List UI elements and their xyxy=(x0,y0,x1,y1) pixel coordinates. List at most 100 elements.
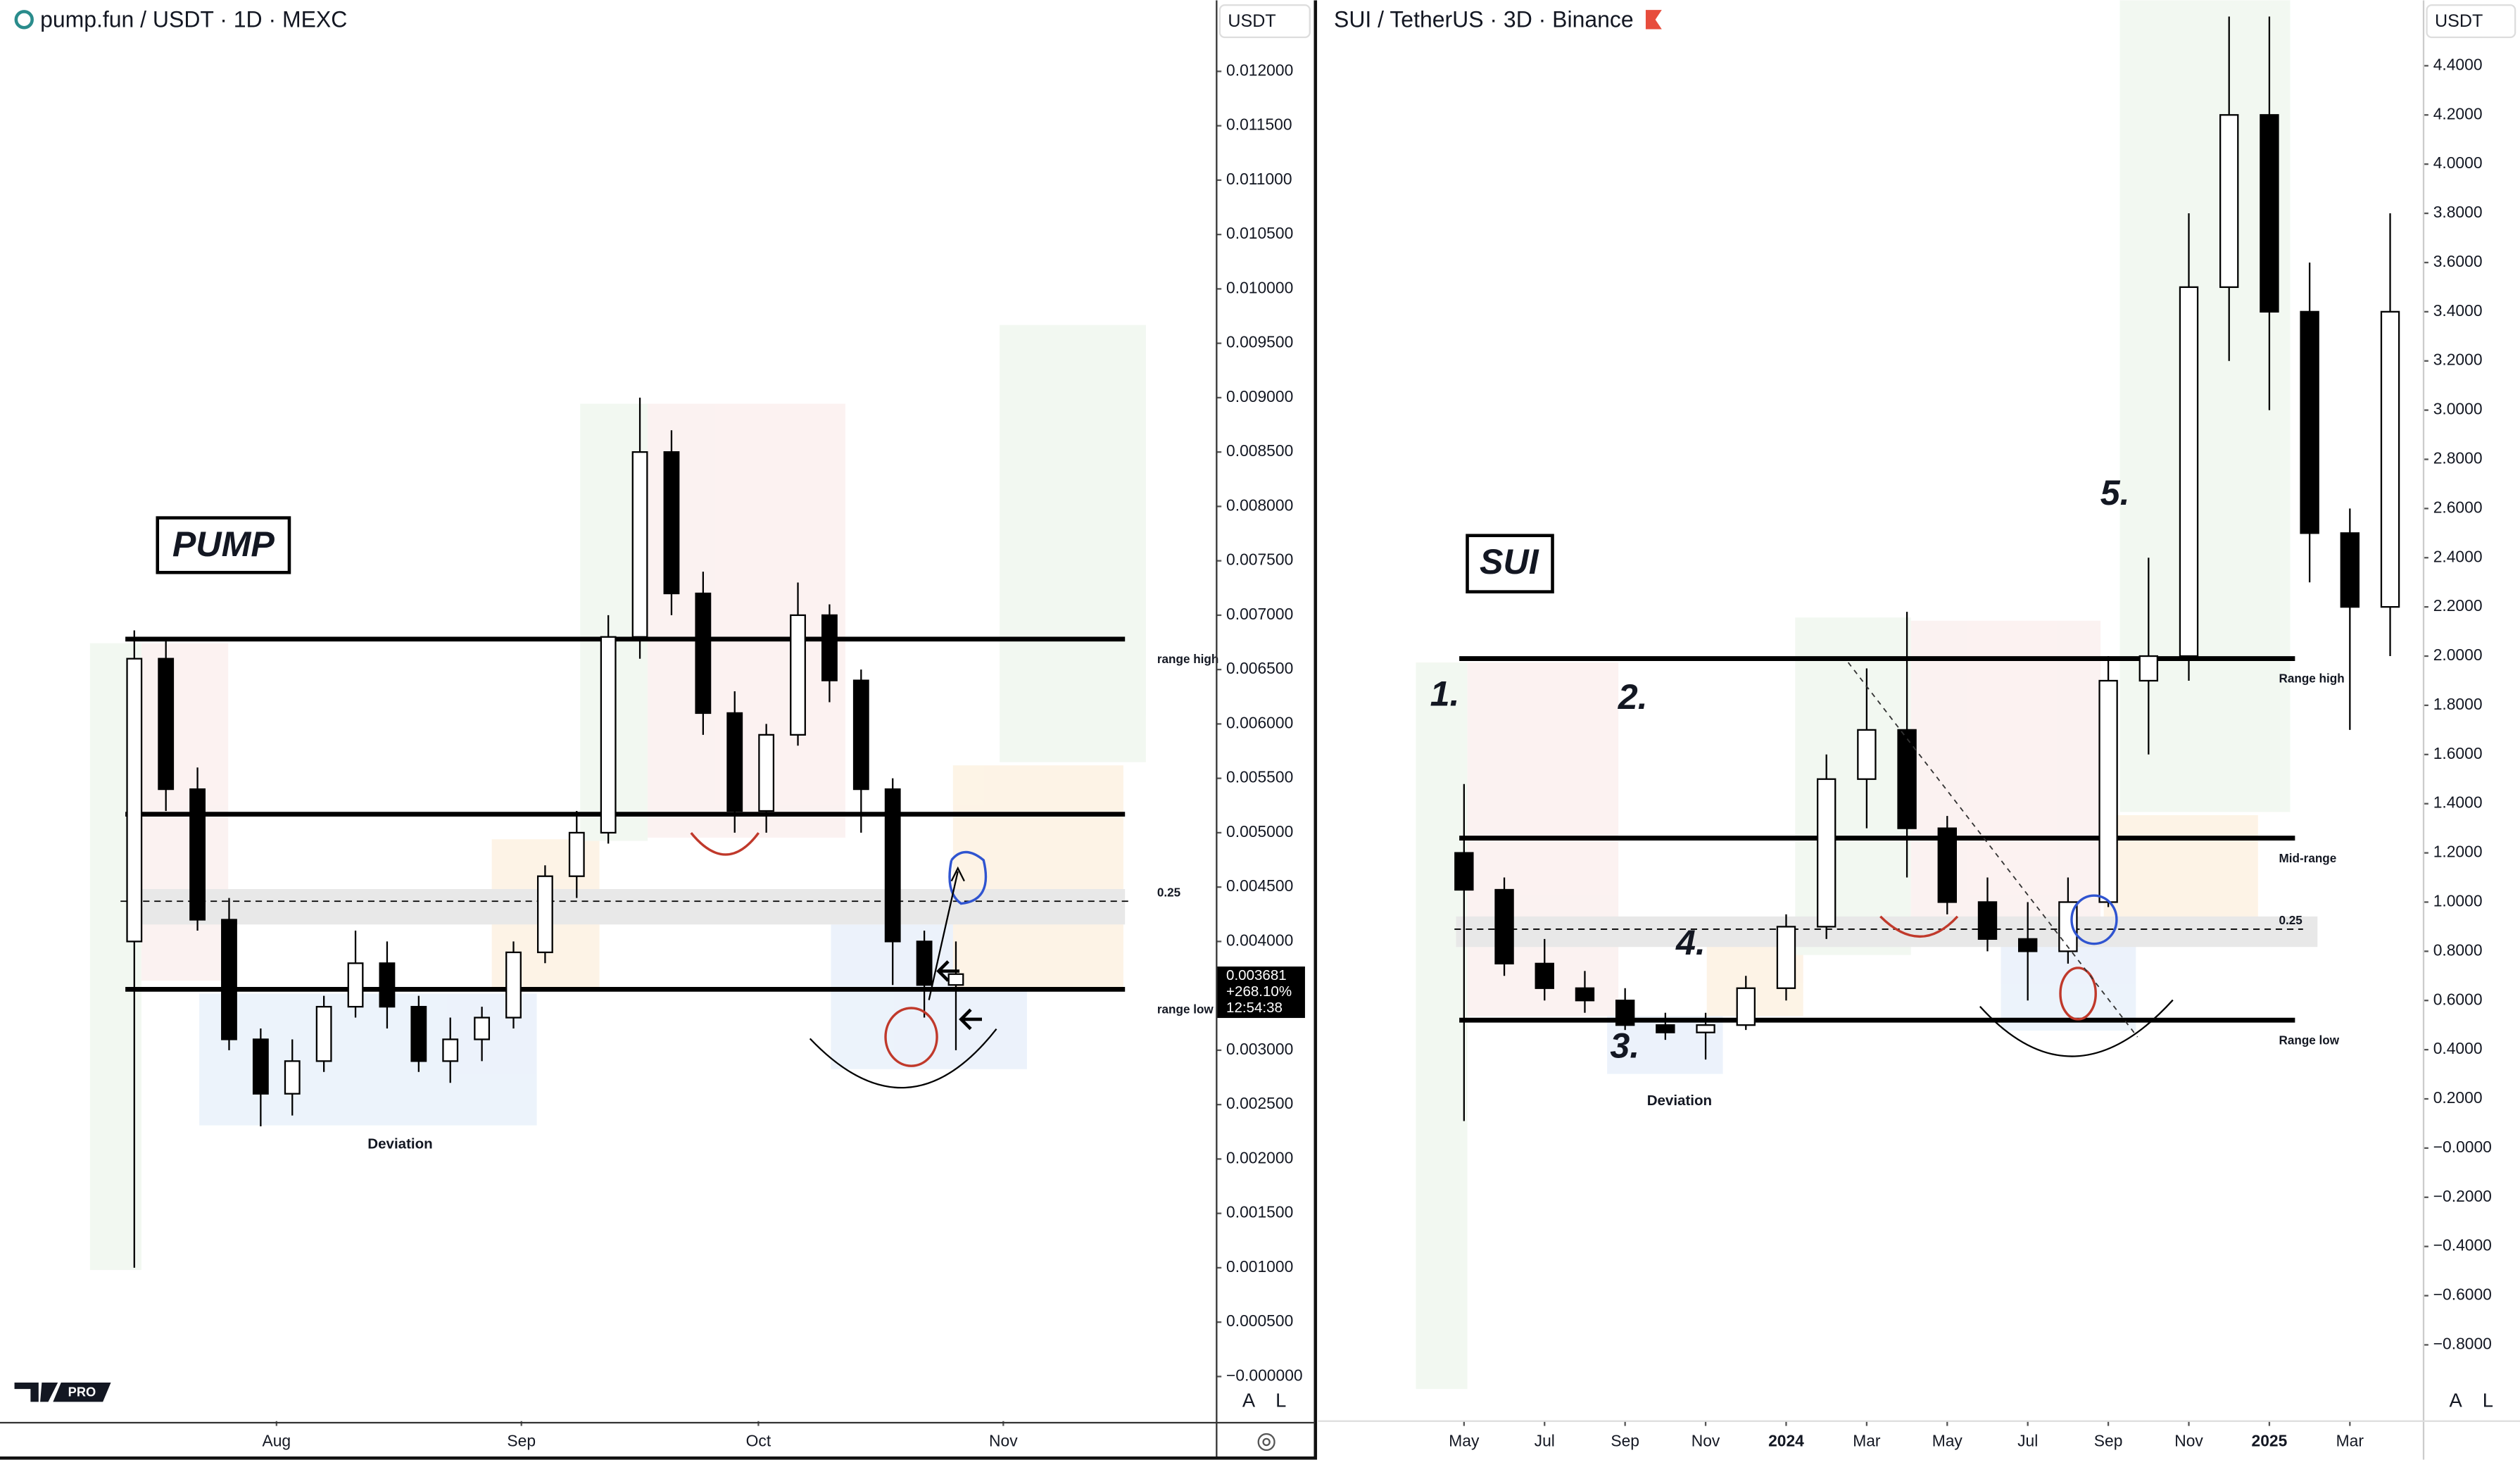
drawing xyxy=(2070,894,2118,945)
y-tick-label: 0.011000 xyxy=(1226,170,1292,188)
candle-body xyxy=(221,919,237,1040)
currency-select[interactable] xyxy=(1218,4,1311,39)
candle-body xyxy=(505,951,522,1019)
candle-body xyxy=(1696,1024,1715,1033)
scale-button[interactable]: L xyxy=(2483,1390,2493,1411)
y-tick-label: 0.007500 xyxy=(1226,550,1293,569)
candle-body xyxy=(758,734,775,812)
logo-mark xyxy=(14,1382,58,1402)
candle-body xyxy=(189,788,206,921)
candle-body xyxy=(884,788,901,943)
y-tick-label: 0.012000 xyxy=(1226,61,1293,79)
y-tick-label: 2.8000 xyxy=(2433,449,2483,467)
candle-body xyxy=(1494,888,1514,964)
level-label: 0.25 xyxy=(1157,886,1181,899)
zone xyxy=(2103,815,2258,921)
candle-body xyxy=(126,657,143,943)
candle-body xyxy=(1736,987,1756,1026)
annotation: Deviation xyxy=(367,1135,432,1152)
zone xyxy=(134,889,1126,925)
candle-body xyxy=(410,1005,427,1062)
y-tick-label: 0.010000 xyxy=(1226,278,1293,296)
zone xyxy=(1000,325,1146,762)
candle-body xyxy=(631,451,648,638)
x-tick-label: 2025 xyxy=(2252,1431,2288,1449)
candle-body xyxy=(1937,827,1957,903)
x-tick-label: Jul xyxy=(2017,1431,2038,1449)
zone xyxy=(1795,617,1911,955)
y-tick-label: 0.002000 xyxy=(1226,1148,1293,1166)
y-tick-label: 0.009500 xyxy=(1226,333,1293,351)
annotation: 3. xyxy=(1610,1026,1639,1065)
x-tick-label: May xyxy=(1449,1431,1480,1449)
symbol-icon xyxy=(14,10,34,30)
y-tick-label: 4.0000 xyxy=(2433,153,2483,172)
level-label: Range low xyxy=(2279,1033,2340,1047)
y-tick-label: 0.000500 xyxy=(1226,1311,1293,1330)
y-tick-label: 0.005000 xyxy=(1226,822,1293,841)
candle-body xyxy=(1656,1024,1675,1033)
candle-body xyxy=(600,636,617,834)
scale-button[interactable]: A xyxy=(2450,1390,2463,1411)
drawing xyxy=(2059,967,2097,1021)
candle-body xyxy=(2138,655,2159,682)
y-tick-label: 0.011500 xyxy=(1226,115,1292,134)
y-tick-label: 0.001000 xyxy=(1226,1257,1293,1276)
candle-body xyxy=(568,831,585,877)
y-tick-label: −0.2000 xyxy=(2433,1187,2492,1205)
y-tick-label: 0.2000 xyxy=(2433,1088,2483,1107)
logo-text: PRO xyxy=(68,1385,96,1399)
y-tick-label: 0.005500 xyxy=(1226,768,1293,786)
y-tick-label: 2.0000 xyxy=(2433,646,2483,664)
y-tick-label: 4.2000 xyxy=(2433,104,2483,122)
candle-body xyxy=(2179,286,2199,657)
scale-button[interactable]: A xyxy=(1242,1390,1256,1411)
drawing xyxy=(948,850,988,905)
y-tick-label: 0.8000 xyxy=(2433,940,2483,959)
chart-title: pump.fun / USDT · 1D · MEXC xyxy=(40,7,347,32)
candle-body xyxy=(1977,901,1998,940)
y-tick-label: 2.4000 xyxy=(2433,547,2483,565)
marks: pump.fun / USDT · 1D · MEXC USDT 0.012000 0… xyxy=(40,4,2516,1449)
candle-body xyxy=(1615,1000,1635,1026)
candle-body xyxy=(1575,987,1595,1002)
x-tick-label: Mar xyxy=(2336,1431,2364,1449)
candle-body xyxy=(947,973,964,986)
logo-badge xyxy=(53,1382,111,1402)
y-tick-label: 0.008500 xyxy=(1226,441,1293,460)
candle-body xyxy=(695,592,712,715)
x-tick-label: Mar xyxy=(1853,1431,1881,1449)
zone xyxy=(199,993,537,1126)
y-tick-label: 4.4000 xyxy=(2433,55,2483,73)
y-tick-label: −0.8000 xyxy=(2433,1334,2492,1352)
countdown: 12:54:38 xyxy=(1226,1000,1283,1016)
annotation: 4. xyxy=(1675,923,1706,962)
annotation: SUI xyxy=(1480,542,1539,581)
x-tick-label: Nov xyxy=(1691,1431,1720,1449)
currency-label: USDT xyxy=(2435,11,2483,31)
annotation: PUMP xyxy=(172,524,275,564)
y-tick-label: 3.2000 xyxy=(2433,351,2483,369)
candle-body xyxy=(315,1005,332,1062)
candle-body xyxy=(379,962,396,1008)
y-tick-label: 0.008000 xyxy=(1226,496,1293,514)
settings-icon[interactable] xyxy=(1257,1433,1275,1451)
drawing xyxy=(928,866,965,1000)
currency-select[interactable] xyxy=(2426,4,2516,39)
drawing xyxy=(936,960,983,1031)
flag-icon xyxy=(1645,10,1662,30)
x-tick-label: Jul xyxy=(1535,1431,1555,1449)
candle-body xyxy=(252,1038,269,1095)
y-tick-label: 0.006000 xyxy=(1226,713,1293,731)
candle-body xyxy=(2098,679,2118,903)
y-tick-label: 3.0000 xyxy=(2433,400,2483,418)
scale-button[interactable]: L xyxy=(1275,1390,1286,1411)
y-tick-label: 1.8000 xyxy=(2433,695,2483,713)
annotation: 2. xyxy=(1618,677,1648,717)
y-tick-label: 0.003000 xyxy=(1226,1040,1293,1058)
y-tick-label: 0.001500 xyxy=(1226,1203,1293,1221)
y-tick-label: 1.0000 xyxy=(2433,891,2483,910)
y-tick-label: 0.4000 xyxy=(2433,1039,2483,1057)
